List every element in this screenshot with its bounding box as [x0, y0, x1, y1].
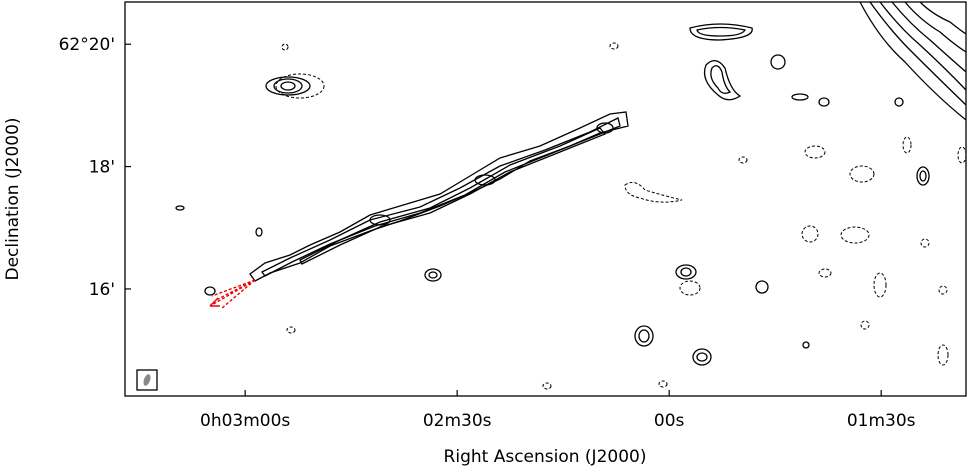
x-tick-label: 02m30s: [423, 411, 492, 431]
y-tick-label: 62°20': [59, 35, 115, 55]
plot-frame: [124, 1, 967, 397]
x-tick-label: 00s: [654, 411, 685, 431]
x-axis-label: Right Ascension (J2000): [444, 447, 647, 467]
arrows: [209, 279, 256, 309]
y-tick-label: 18': [89, 158, 115, 178]
y-axis-label: Declination (J2000): [3, 117, 23, 280]
y-tick-label: 16': [89, 280, 115, 300]
beam: [136, 369, 158, 391]
x-tick-label: 01m30s: [847, 411, 916, 431]
contours: [175, 1, 967, 390]
x-tick-label: 0h03m00s: [200, 411, 290, 431]
